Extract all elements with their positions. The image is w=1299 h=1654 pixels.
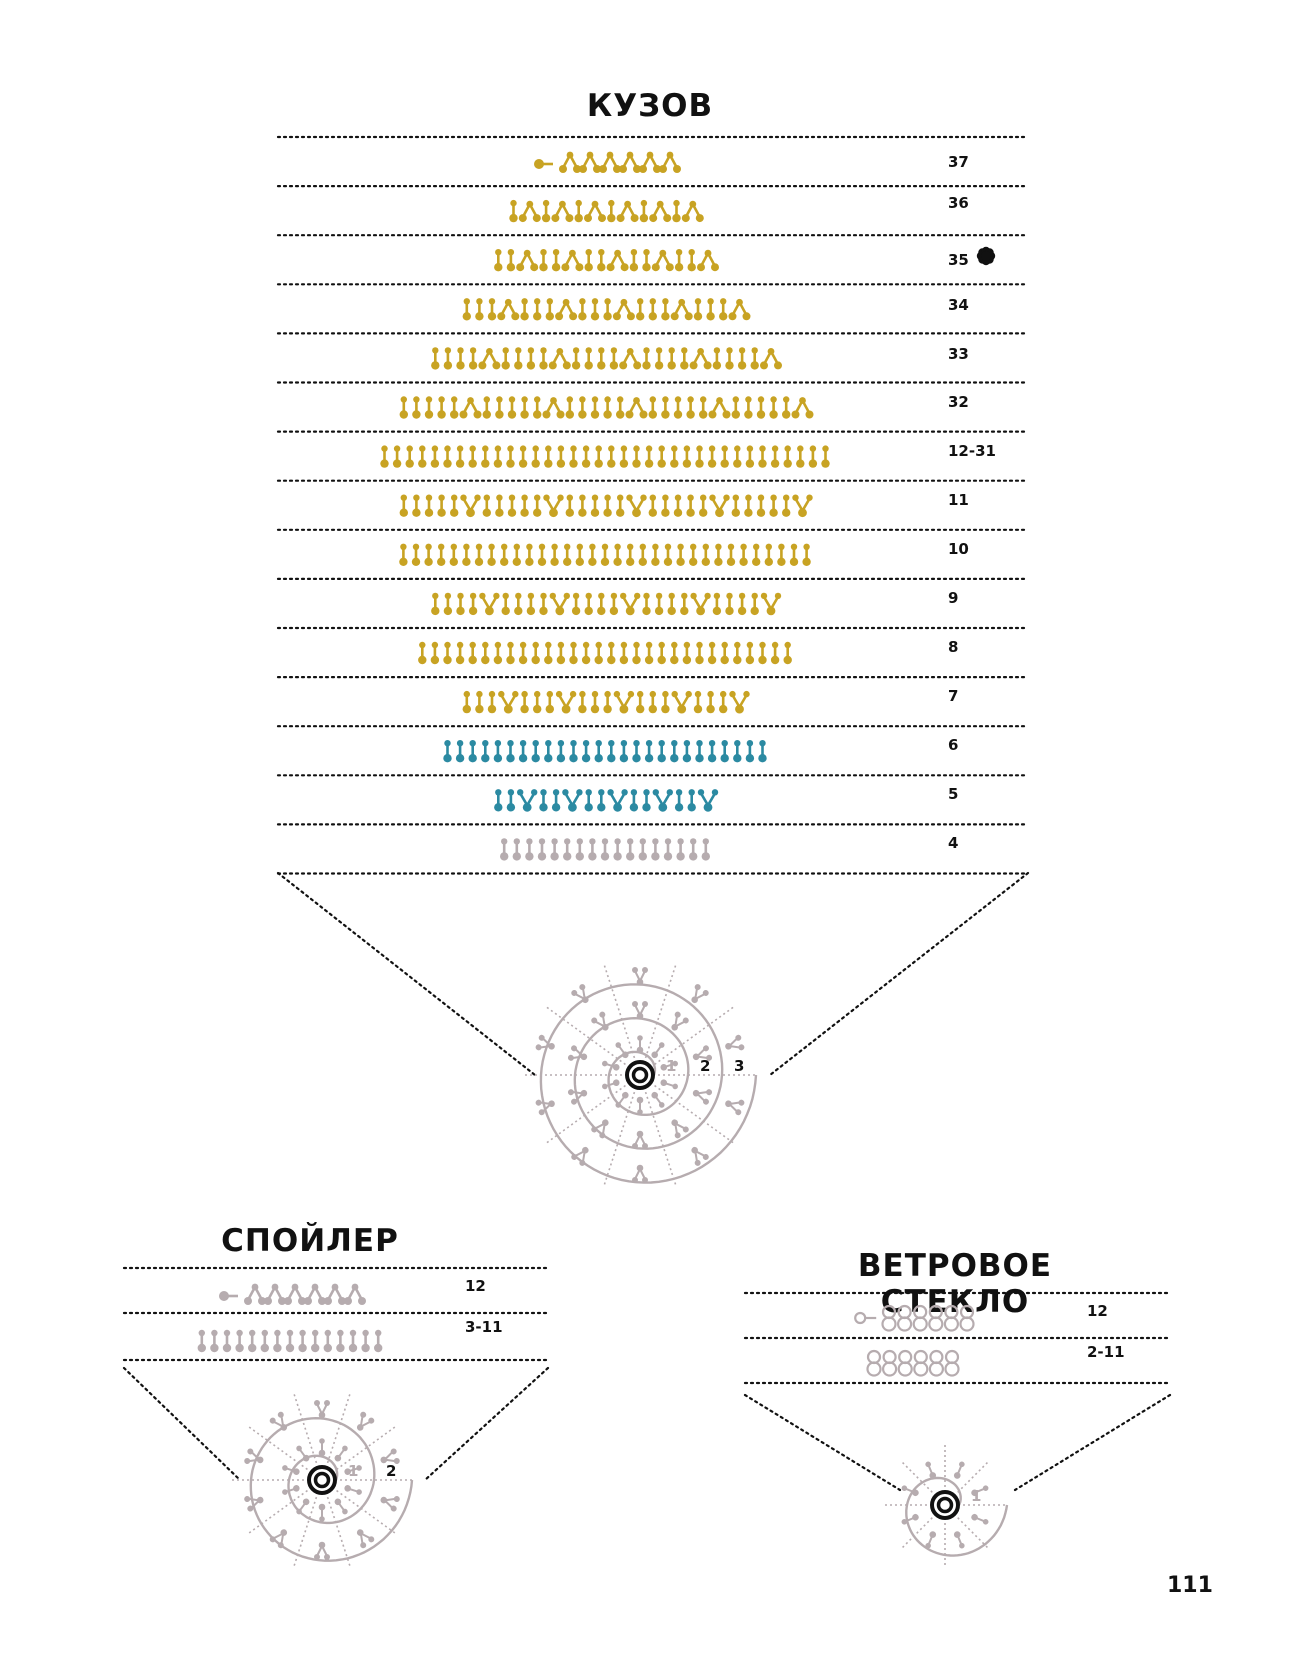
body-funnel-left bbox=[276, 871, 537, 1077]
row-label-8: 8 bbox=[948, 638, 959, 656]
spoiler-row-label-3-11: 3-11 bbox=[465, 1318, 503, 1336]
body-section-title: КУЗОВ bbox=[586, 88, 714, 124]
windshield-spiral: 1 bbox=[883, 1443, 1009, 1567]
row-label-9: 9 bbox=[948, 589, 959, 607]
spoiler-section-title: СПОЙЛЕР bbox=[221, 1223, 399, 1259]
body-stitch-row-37 bbox=[534, 151, 681, 173]
body-funnel-right bbox=[768, 871, 1030, 1077]
body-spiral: 1 2 3 bbox=[524, 964, 758, 1186]
body-stitch-row-8 bbox=[418, 641, 792, 665]
windshield-funnel-right bbox=[1013, 1393, 1172, 1492]
row-label-12-31: 12-31 bbox=[948, 442, 996, 460]
body-stitch-row-36 bbox=[509, 199, 704, 223]
body-stitch-row-32 bbox=[399, 396, 814, 419]
spoiler-spiral-ring-label: 2 bbox=[386, 1462, 396, 1480]
body-stitch-row-34 bbox=[462, 298, 751, 321]
row-label-10: 10 bbox=[948, 540, 969, 558]
body-stitch-row-5 bbox=[494, 789, 719, 812]
windshield-funnel-left bbox=[743, 1393, 902, 1492]
windshield-row-label-2-11: 2-11 bbox=[1087, 1343, 1125, 1361]
body-stitch-row-10 bbox=[399, 543, 811, 566]
row-label-32: 32 bbox=[948, 393, 969, 411]
spoiler-row-label-12: 12 bbox=[465, 1277, 486, 1295]
flower-marker-icon bbox=[976, 246, 996, 266]
windshield-spiral-ring-label: 1 bbox=[971, 1487, 981, 1505]
spoiler-spiral-center-ring bbox=[307, 1465, 337, 1495]
row-label-35: 35 bbox=[948, 251, 969, 269]
windshield-stitch-row-2-11 bbox=[866, 1349, 960, 1377]
body-stitch-row-6 bbox=[443, 740, 767, 763]
row-label-37: 37 bbox=[948, 153, 969, 171]
spoiler-stitch-row-12 bbox=[219, 1283, 366, 1305]
row-label-4: 4 bbox=[948, 834, 959, 852]
body-spiral-ring-label: 1 bbox=[666, 1057, 676, 1075]
row-label-11: 11 bbox=[948, 491, 969, 509]
body-stitch-row-11 bbox=[399, 494, 813, 518]
row-label-34: 34 bbox=[948, 296, 969, 314]
body-spiral-ring-label: 3 bbox=[734, 1057, 744, 1075]
row-label-33: 33 bbox=[948, 345, 969, 363]
row-label-6: 6 bbox=[948, 736, 959, 754]
row-label-5: 5 bbox=[948, 785, 959, 803]
windshield-section-title: ВЕТРОВОЕ СТЕКЛО bbox=[857, 1248, 1053, 1320]
body-spiral-ring-label: 2 bbox=[700, 1057, 710, 1075]
windshield-stitch-row-12 bbox=[854, 1304, 975, 1332]
page-number: 111 bbox=[1167, 1573, 1213, 1598]
body-stitch-row-7 bbox=[462, 690, 750, 714]
spoiler-stitch-row-3-11 bbox=[197, 1329, 383, 1353]
body-stitch-row-9 bbox=[431, 592, 782, 616]
body-stitch-row-33 bbox=[431, 347, 782, 370]
body-stitch-row-4 bbox=[500, 838, 710, 861]
windshield-row-label-12: 12 bbox=[1087, 1302, 1108, 1320]
body-spiral-center-ring bbox=[625, 1060, 655, 1090]
body-stitch-row-35 bbox=[494, 249, 719, 272]
windshield-spiral-spiral-line bbox=[905, 1476, 1009, 1557]
spoiler-spiral-ring-label: 1 bbox=[348, 1462, 358, 1480]
windshield-spiral-center-ring bbox=[930, 1490, 960, 1520]
row-label-7: 7 bbox=[948, 687, 959, 705]
row-label-36: 36 bbox=[948, 194, 969, 212]
body-stitch-row-12-31 bbox=[380, 445, 830, 468]
spoiler-funnel-right bbox=[423, 1366, 550, 1482]
spoiler-funnel-left bbox=[122, 1366, 242, 1482]
